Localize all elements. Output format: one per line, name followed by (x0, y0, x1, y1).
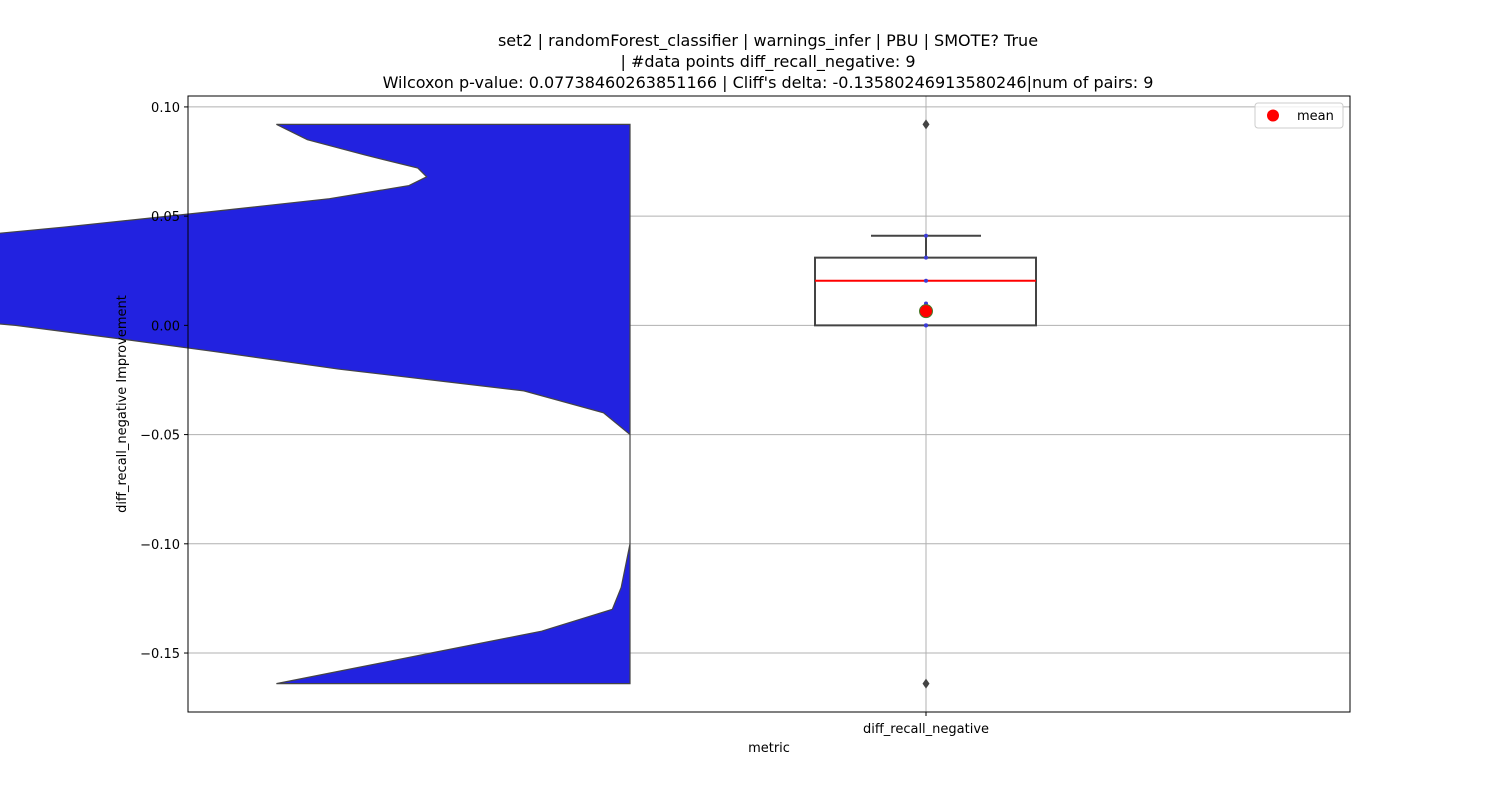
mean-marker (919, 304, 933, 319)
legend-mean-label: mean (1297, 109, 1334, 124)
data-point (924, 278, 928, 283)
violin-body (0, 123, 631, 685)
y-tick-label: 0.10 (151, 101, 180, 116)
data-point (924, 255, 928, 260)
y-tick-label: −0.05 (140, 429, 180, 444)
outlier-marker (922, 119, 930, 130)
y-ticks: 0.10 0.05 0.00 −0.05 −0.10 −0.15 (140, 101, 188, 662)
data-point (924, 323, 928, 328)
legend: mean (1254, 102, 1344, 129)
y-tick-label: −0.15 (140, 647, 180, 662)
legend-box (1254, 102, 1344, 129)
data-point (924, 233, 928, 238)
y-tick-label: −0.10 (140, 538, 180, 553)
legend-mean-marker (1267, 109, 1279, 122)
y-tick-label: 0.00 (151, 319, 180, 334)
chart-title-line-1: set2 | randomForest_classifier | warning… (498, 31, 1038, 51)
y-axis-label: diff_recall_negative Improvement (115, 295, 130, 513)
violin-layer (0, 123, 631, 685)
chart-title-line-2: | #data points diff_recall_negative: 9 (620, 52, 915, 72)
y-tick-label: 0.05 (151, 210, 180, 225)
plot-frame (187, 95, 1351, 713)
chart-title-line-3: Wilcoxon p-value: 0.07738460263851166 | … (383, 73, 1154, 92)
x-tick-label: diff_recall_negative (863, 722, 989, 737)
grid-lines (188, 96, 1350, 712)
x-axis-label: metric (748, 741, 790, 756)
outlier-marker (922, 678, 930, 689)
box-plot (814, 119, 1037, 689)
